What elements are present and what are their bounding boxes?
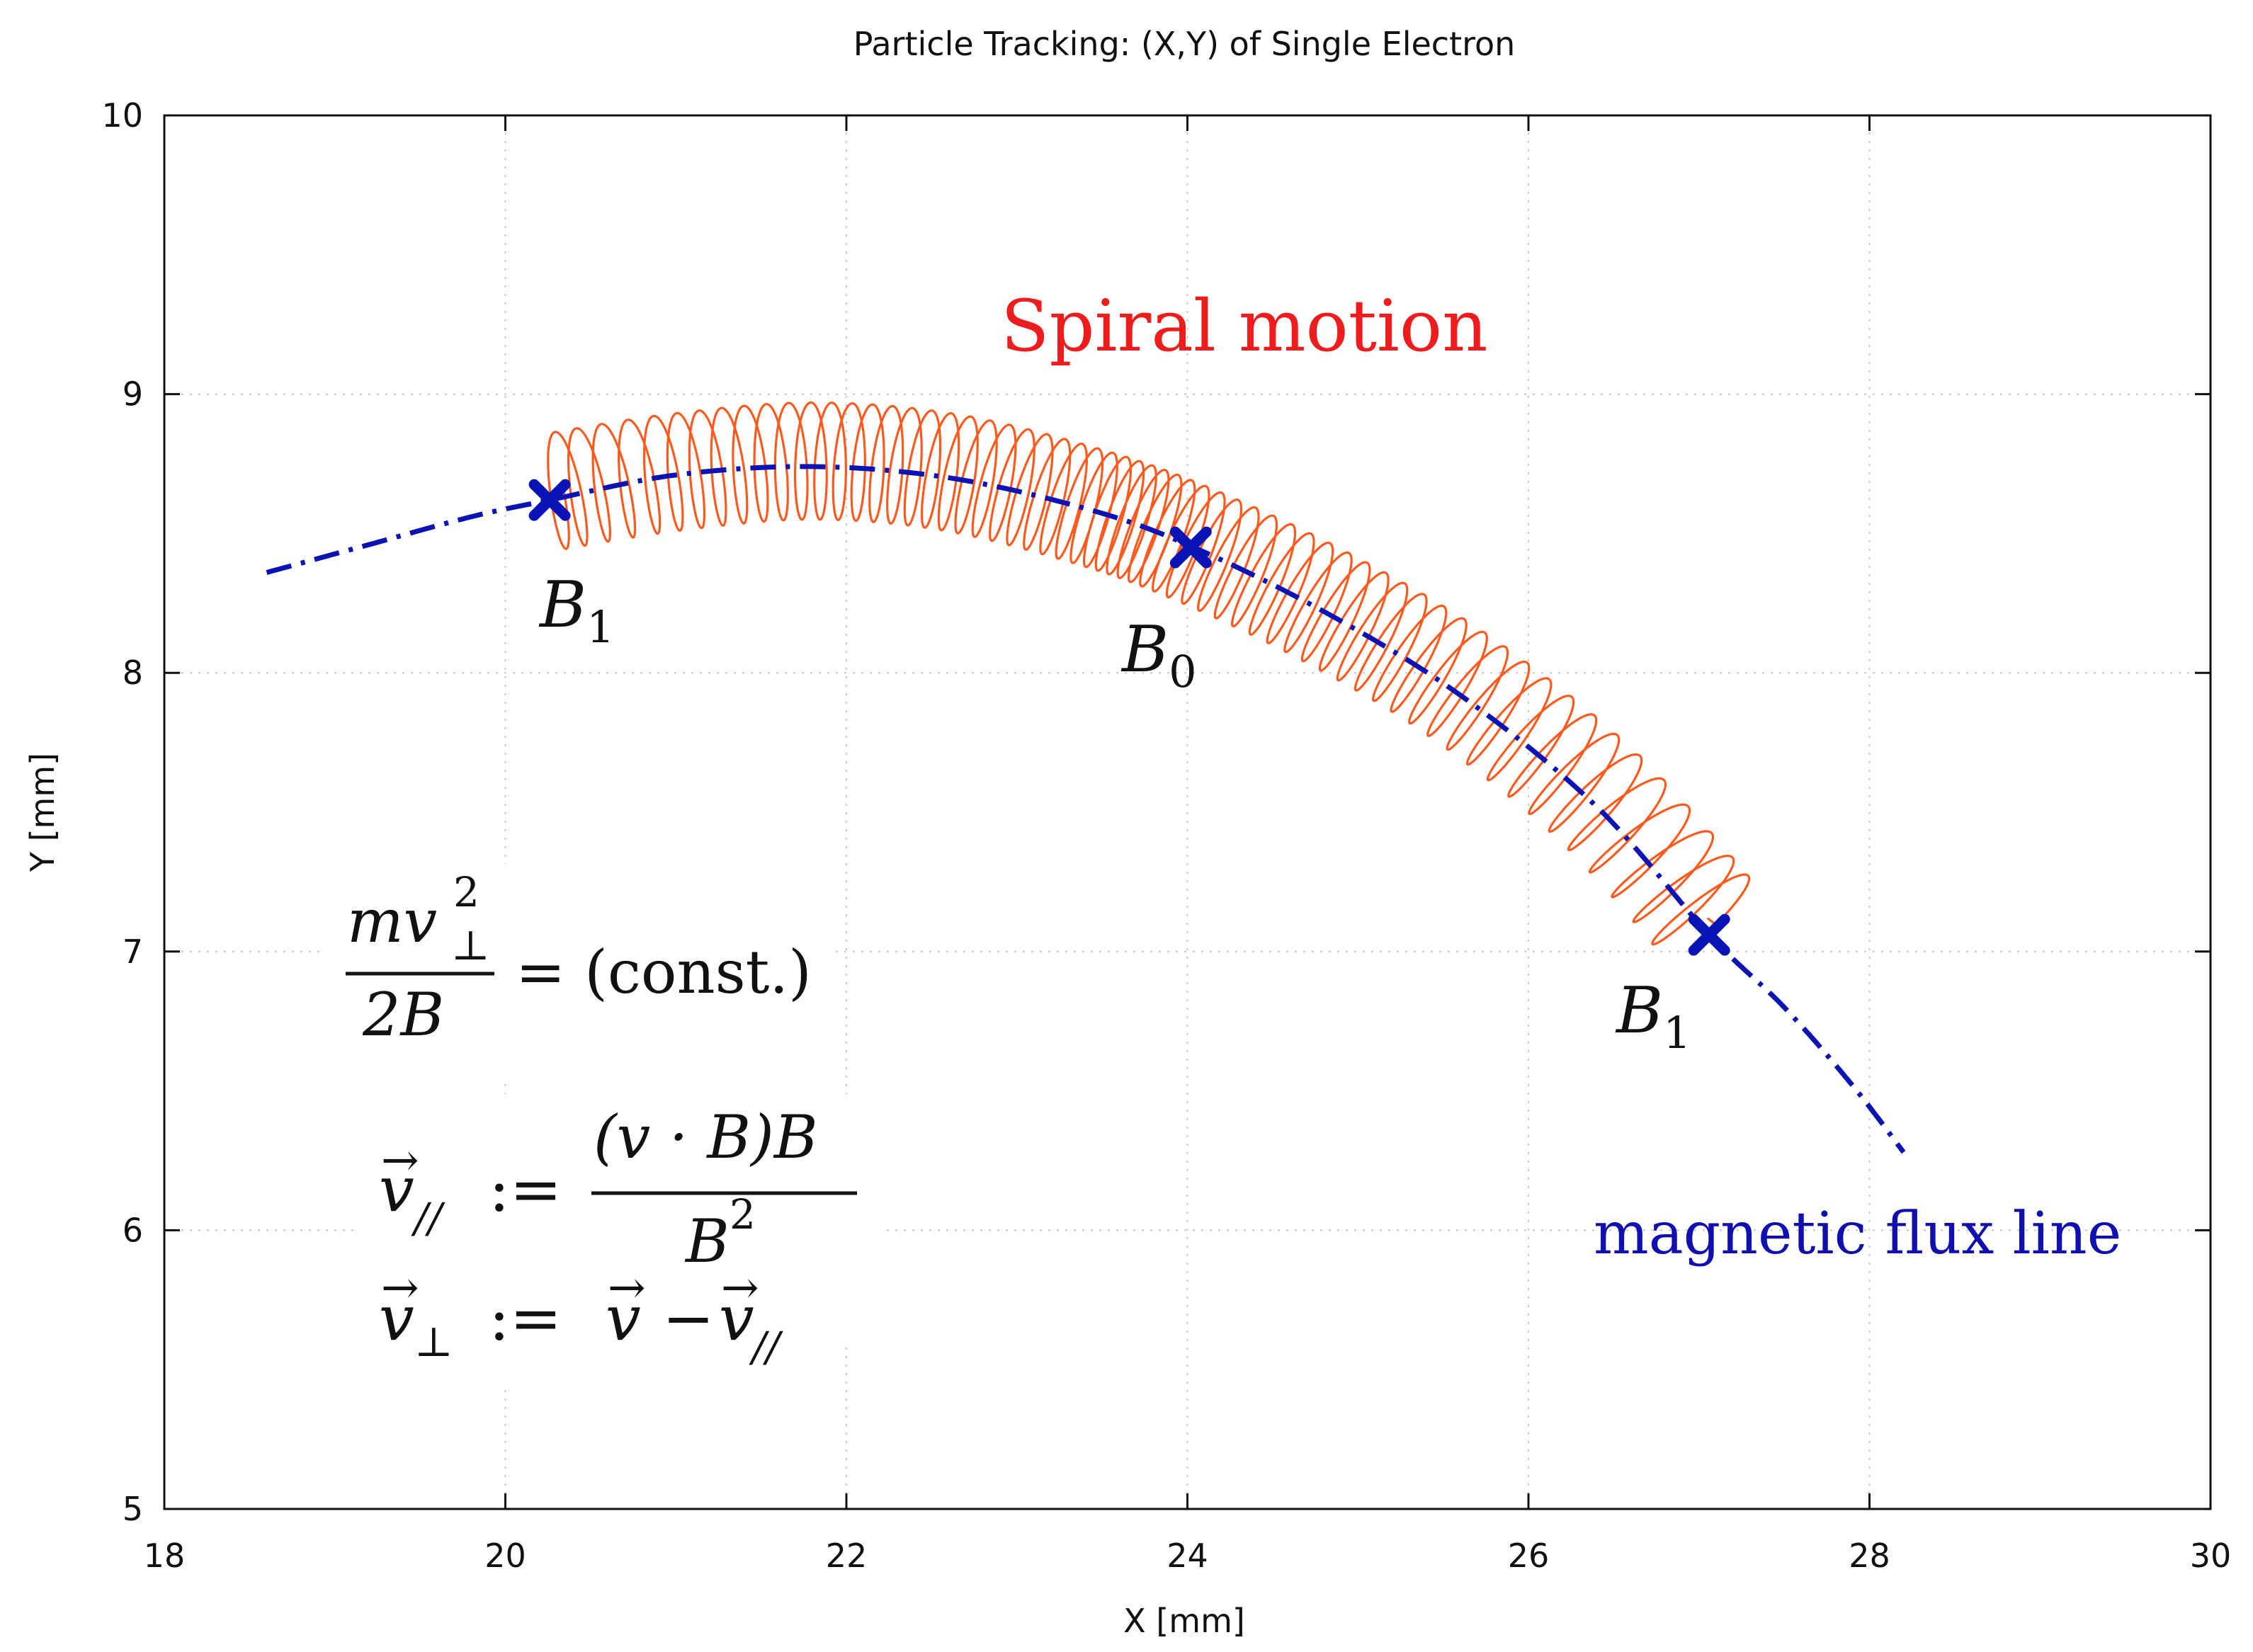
y-tick-label: 9 (123, 375, 143, 414)
svg-text:B1: B1 (538, 568, 615, 653)
svg-text:⊥: ⊥ (414, 1318, 453, 1366)
y-axis-label: Y [mm] (23, 753, 62, 872)
svg-text:B: B (684, 1207, 730, 1276)
marker-label-b1-right: B1 (1615, 974, 1691, 1059)
flux-series (266, 464, 1906, 1154)
y-tick-label: 6 (123, 1211, 143, 1249)
svg-text:mv: mv (347, 887, 437, 956)
svg-text:2: 2 (730, 1190, 756, 1238)
flux-line (266, 464, 1906, 1154)
svg-text:→: → (608, 1262, 646, 1314)
marker-label-b1-left: B1 (538, 568, 615, 653)
y-tick-label: 5 (123, 1490, 143, 1528)
x-tick-label: 24 (1167, 1537, 1208, 1575)
markers (528, 479, 1730, 956)
x-tick-label: 26 (1508, 1537, 1550, 1575)
marker-x-2 (1688, 913, 1730, 956)
svg-text:v: v (379, 1282, 414, 1355)
x-tick-label: 30 (2190, 1537, 2232, 1575)
svg-text:→: → (381, 1262, 419, 1314)
marker-x-0 (528, 479, 571, 521)
equation-magnetic-moment: mv 2 ⊥ 2B = (const.) (322, 864, 832, 1083)
svg-text:v: v (719, 1282, 754, 1355)
chart-title: Particle Tracking: (X,Y) of Single Elect… (853, 25, 1516, 63)
svg-text:2: 2 (453, 868, 479, 916)
svg-text:(v · B)B: (v · B)B (594, 1103, 818, 1172)
flux-line-label: magnetic flux line (1594, 1200, 2121, 1268)
y-tick-label: 7 (123, 933, 143, 971)
svg-text:= (const.): = (const.) (516, 938, 812, 1007)
y-tick-label: 10 (101, 96, 143, 135)
svg-text:→: → (381, 1134, 419, 1187)
svg-text:2B: 2B (362, 980, 444, 1049)
svg-text::=: := (489, 1153, 562, 1226)
svg-text:v: v (606, 1282, 641, 1355)
y-tick-label: 8 (123, 654, 143, 692)
svg-text:B1: B1 (1615, 974, 1691, 1059)
svg-text:→: → (721, 1262, 759, 1314)
plot-frame (163, 114, 2212, 1510)
svg-text:B0: B0 (1120, 613, 1197, 697)
x-tick-label: 20 (484, 1537, 526, 1575)
svg-text::=: := (489, 1282, 562, 1355)
svg-text:⊥: ⊥ (451, 921, 490, 969)
spiral-motion-label: Spiral motion (1001, 285, 1488, 368)
x-tick-label: 18 (144, 1537, 186, 1575)
svg-text://: // (411, 1194, 446, 1242)
svg-text://: // (749, 1323, 784, 1371)
marker-label-b0: B0 (1120, 613, 1197, 697)
equation-perpendicular-velocity: → v ⊥ := → v − → v // (358, 1262, 839, 1388)
x-axis-label: X [mm] (1123, 1602, 1245, 1640)
x-tick-label: 22 (826, 1537, 868, 1575)
marker-x-1 (1169, 526, 1212, 569)
svg-text:v: v (379, 1153, 414, 1226)
x-tick-label: 28 (1849, 1537, 1890, 1575)
svg-text:−: − (662, 1282, 715, 1355)
